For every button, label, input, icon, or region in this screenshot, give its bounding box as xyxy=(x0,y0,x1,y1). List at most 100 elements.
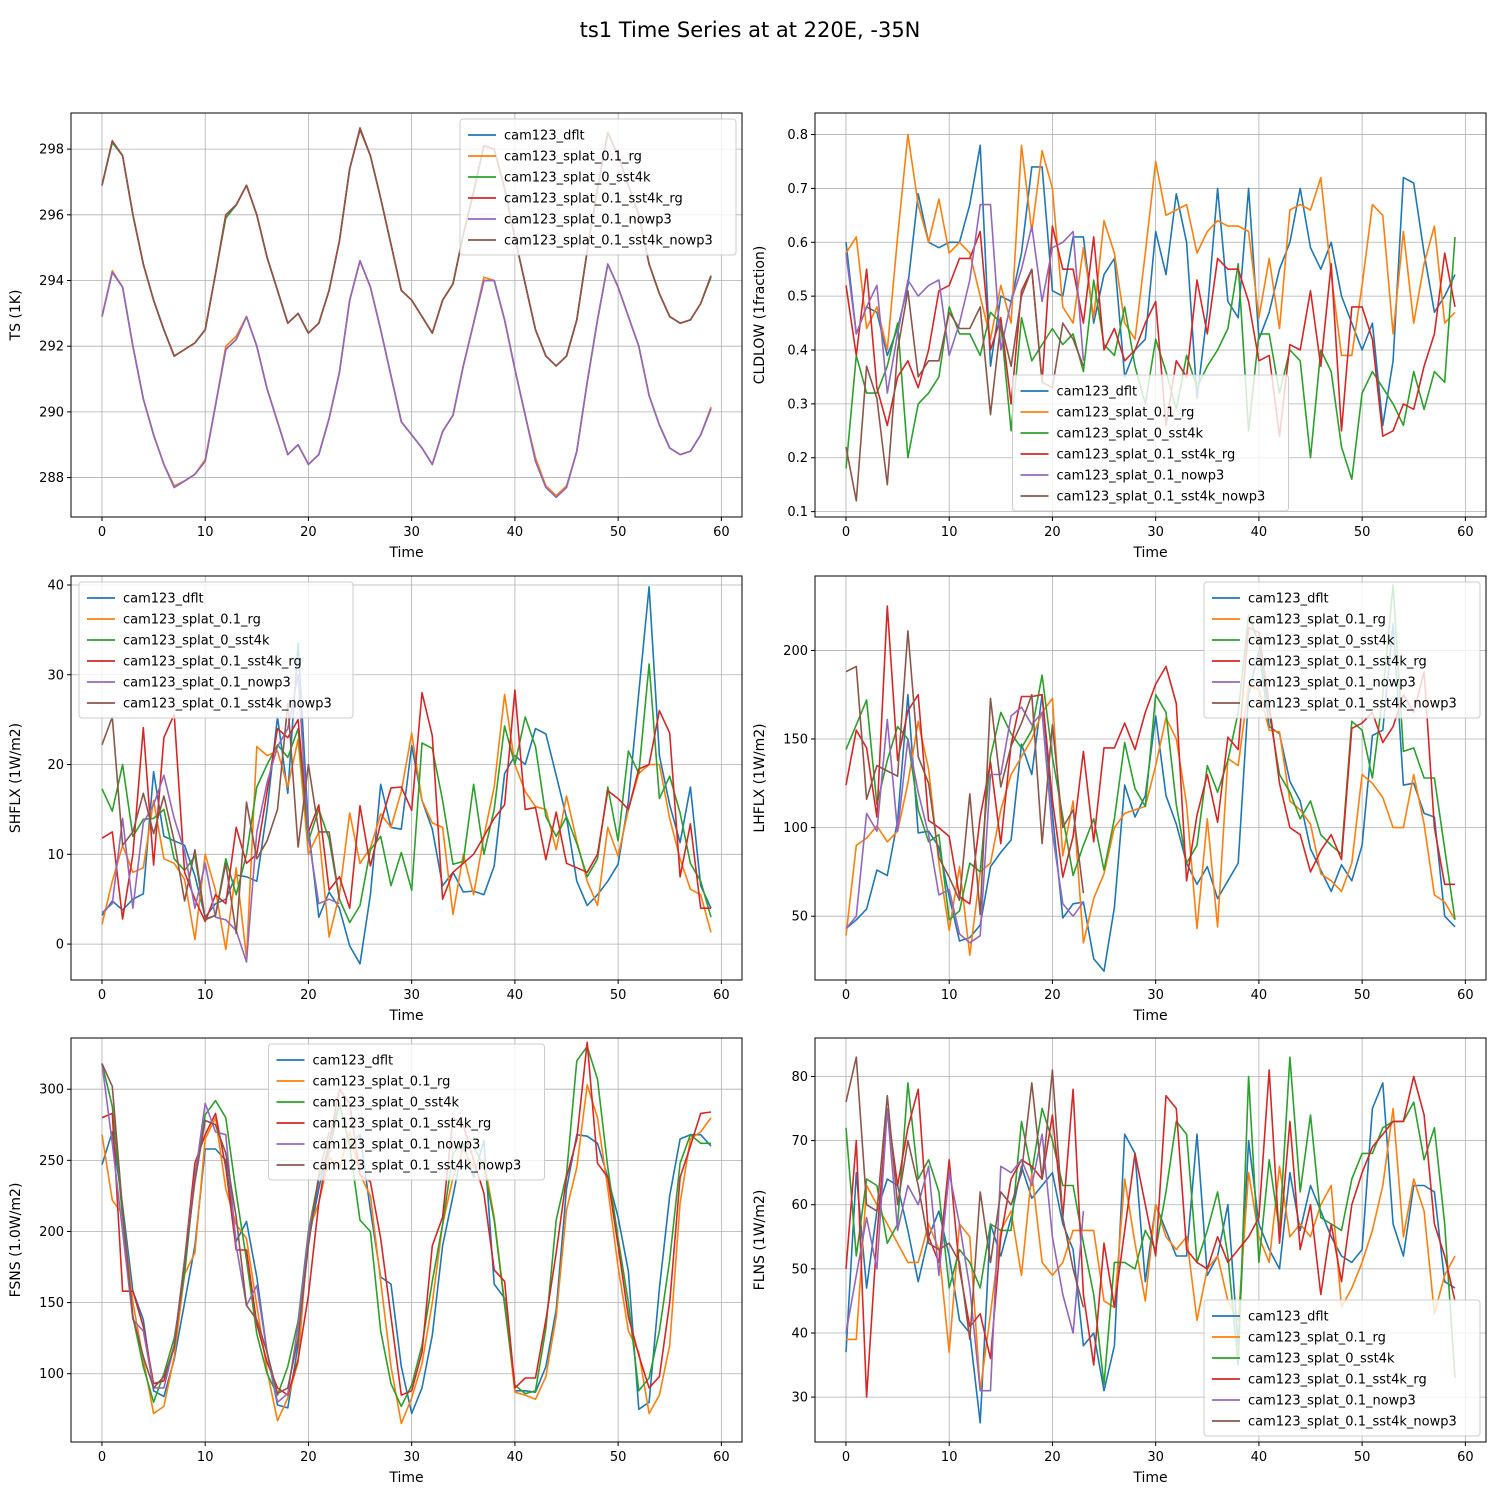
x-tick-label: 40 xyxy=(1251,525,1268,540)
y-tick-label: 294 xyxy=(39,274,64,289)
legend-entry-label: cam123_splat_0.1_rg xyxy=(123,613,261,628)
series-line-cam123_splat_0.1_sst4k_nowp3 xyxy=(845,1056,1085,1341)
legend-entry-label: cam123_splat_0.1_sst4k_nowp3 xyxy=(1057,490,1266,505)
legend-entry-label: cam123_dflt xyxy=(1057,385,1138,400)
y-axis-label: FSNS (1.0W/m2) xyxy=(8,1183,24,1298)
x-tick-label: 20 xyxy=(300,525,317,540)
y-tick-label: 150 xyxy=(39,1296,64,1311)
legend: cam123_dflt cam123_splat_0.1_rg cam123_spl… xyxy=(459,118,737,256)
legend-frame xyxy=(459,118,737,256)
x-tick-label: 50 xyxy=(610,1450,627,1465)
x-tick-label: 30 xyxy=(1147,1450,1164,1465)
y-axis-label: CLDLOW (1fraction) xyxy=(752,246,768,385)
y-tick-label: 20 xyxy=(47,758,64,773)
axes-frame xyxy=(70,112,743,518)
x-tick-label: 50 xyxy=(610,525,627,540)
series-lines xyxy=(101,585,712,965)
legend-entry-label: cam123_splat_0_sst4k xyxy=(123,634,270,649)
legend-entry-label: cam123_splat_0.1_nowp3 xyxy=(1248,1394,1416,1409)
x-tick-label: 20 xyxy=(1044,988,1061,1003)
x-tick-label: 50 xyxy=(610,988,627,1003)
x-tick-label: 0 xyxy=(98,525,106,540)
legend-entry-label: cam123_splat_0.1_rg xyxy=(1057,406,1195,421)
x-tick-label: 50 xyxy=(1354,1450,1371,1465)
y-tick-label: 288 xyxy=(39,471,64,486)
x-tick-label: 40 xyxy=(1251,988,1268,1003)
x-tick-label: 50 xyxy=(1354,525,1371,540)
y-tick-label: 50 xyxy=(791,1262,808,1277)
grid xyxy=(71,576,742,980)
series-line-cam123_splat_0.1_rg xyxy=(846,1107,1456,1392)
figure-title: ts1 Time Series at at 220E, -35N xyxy=(580,18,921,42)
legend-entry-label: cam123_splat_0.1_sst4k_nowp3 xyxy=(1248,697,1457,712)
y-tick-label: 0.6 xyxy=(787,236,808,251)
legend-entry-label: cam123_splat_0.1_sst4k_rg xyxy=(123,655,302,670)
y-tick-label: 100 xyxy=(783,821,808,836)
subplot-grid: 0 10 20 30 40 50 60 288 290 292 294 296 298 Time TS (1… xyxy=(8,112,1487,1486)
legend-entry-label: cam123_splat_0.1_sst4k_rg xyxy=(1057,448,1236,463)
legend: cam123_dflt cam123_splat_0.1_rg cam123_spl… xyxy=(1012,374,1289,512)
x-tick-label: 10 xyxy=(941,1450,958,1465)
axes-frame xyxy=(814,1037,1487,1443)
x-tick-label: 30 xyxy=(403,1450,420,1465)
series-line-cam123_splat_0.1_sst4k_rg xyxy=(101,689,711,923)
series-line-cam123_splat_0.1_sst4k_nowp3 xyxy=(101,1063,330,1395)
y-tick-label: 0 xyxy=(56,938,64,953)
x-tick-label: 10 xyxy=(197,525,214,540)
legend-entry-label: cam123_splat_0.1_rg xyxy=(1248,613,1386,628)
series-line-cam123_splat_0.1_rg xyxy=(101,1084,712,1425)
x-tick-label: 40 xyxy=(507,525,524,540)
x-tick-label: 30 xyxy=(1147,525,1164,540)
y-tick-label: 40 xyxy=(47,578,64,593)
x-axis-label: Time xyxy=(388,545,423,561)
y-tick-label: 0.8 xyxy=(787,128,808,143)
x-tick-label: 60 xyxy=(1457,1450,1474,1465)
y-tick-label: 80 xyxy=(791,1070,808,1085)
y-axis-label: TS (1K) xyxy=(8,290,24,342)
x-tick-label: 40 xyxy=(1251,1450,1268,1465)
x-tick-label: 0 xyxy=(842,525,850,540)
x-tick-label: 60 xyxy=(1457,988,1474,1003)
legend-frame xyxy=(1203,1299,1481,1437)
legend: cam123_dflt cam123_splat_0.1_rg cam123_spl… xyxy=(268,1043,545,1181)
series-line-cam123_splat_0.1_nowp3 xyxy=(101,259,712,499)
x-tick-label: 30 xyxy=(1147,988,1164,1003)
y-tick-label: 296 xyxy=(39,208,64,223)
axes-frame xyxy=(70,1037,743,1443)
series-lines xyxy=(845,1056,1456,1424)
legend-entry-label: cam123_splat_0_sst4k xyxy=(313,1096,460,1111)
legend-entry-label: cam123_splat_0.1_nowp3 xyxy=(313,1138,481,1153)
series-line-cam123_splat_0.1_nowp3 xyxy=(845,203,1085,394)
y-tick-label: 0.2 xyxy=(787,451,808,466)
legend-entry-label: cam123_splat_0.1_nowp3 xyxy=(504,213,672,228)
legend: cam123_dflt cam123_splat_0.1_rg cam123_spl… xyxy=(1203,581,1481,719)
x-axis-label: Time xyxy=(1132,545,1167,561)
legend-frame xyxy=(1012,374,1289,512)
y-tick-label: 60 xyxy=(791,1198,808,1213)
series-lines xyxy=(845,133,1456,502)
x-tick-label: 0 xyxy=(842,988,850,1003)
series-lines xyxy=(845,584,1456,972)
x-tick-label: 40 xyxy=(507,988,524,1003)
y-tick-label: 0.7 xyxy=(787,182,808,197)
y-tick-label: 10 xyxy=(47,848,64,863)
legend-entry-label: cam123_splat_0.1_sst4k_rg xyxy=(504,192,683,207)
x-tick-label: 40 xyxy=(507,1450,524,1465)
series-line-cam123_splat_0.1_nowp3 xyxy=(101,1063,320,1403)
subplot-1: 0 10 20 30 40 50 60 288 290 292 294 296 298 Time TS (1… xyxy=(8,112,743,561)
y-tick-label: 0.3 xyxy=(787,397,808,412)
x-axis-label: Time xyxy=(1132,1008,1167,1024)
legend: cam123_dflt cam123_splat_0.1_rg cam123_spl… xyxy=(1203,1299,1481,1437)
series-line-cam123_splat_0.1_sst4k_nowp3 xyxy=(101,702,341,935)
legend-entry-label: cam123_dflt xyxy=(123,592,204,607)
series-lines xyxy=(101,1041,712,1425)
y-tick-label: 50 xyxy=(791,910,808,925)
legend-frame xyxy=(78,581,354,719)
x-tick-label: 20 xyxy=(300,1450,317,1465)
x-axis-label: Time xyxy=(1132,1470,1167,1486)
legend-entry-label: cam123_splat_0.1_sst4k_nowp3 xyxy=(123,697,332,712)
series-line-cam123_splat_0.1_sst4k_rg xyxy=(101,1041,712,1396)
x-tick-label: 30 xyxy=(403,525,420,540)
legend: cam123_dflt cam123_splat_0.1_rg cam123_spl… xyxy=(78,581,354,719)
